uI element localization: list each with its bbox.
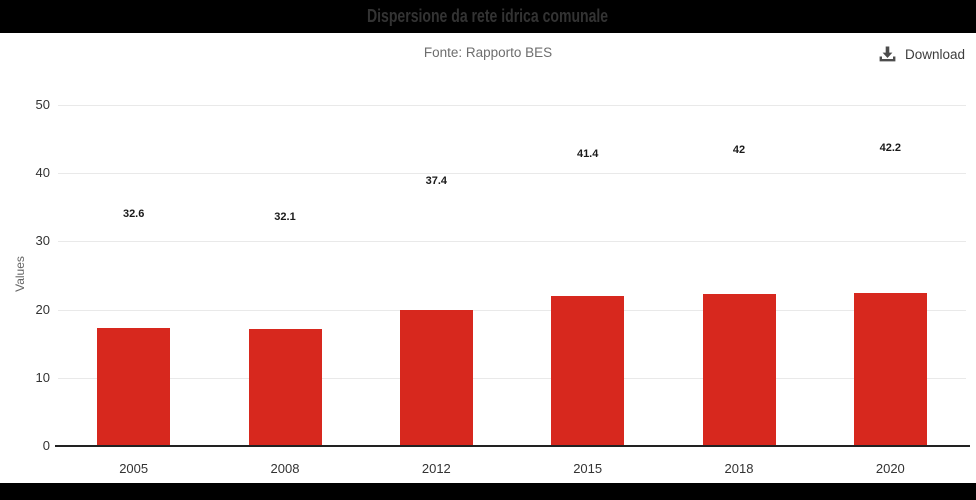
chart-title: Dispersione da rete idrica comunale <box>367 6 609 26</box>
x-tick-label-2015: 2015 <box>573 461 603 476</box>
bar-2012[interactable] <box>399 310 473 445</box>
y-tick-label-50: 50 <box>35 97 50 112</box>
y-tick-label-0: 0 <box>42 438 50 453</box>
x-tick-label-2005: 2005 <box>119 461 149 476</box>
y-tick-label-40: 40 <box>35 165 50 181</box>
chart-subtitle: Fonte: Rapporto BES <box>423 45 553 60</box>
y-tick-label-10: 10 <box>35 369 50 385</box>
data-label-2015: 41.4 <box>576 147 599 160</box>
bar-2008[interactable] <box>248 329 322 445</box>
gridline-10 <box>58 377 966 379</box>
x-tick-label-2020: 2020 <box>875 461 905 476</box>
bar-2020[interactable] <box>853 293 927 445</box>
x-axis-line <box>55 445 970 447</box>
footer-bar <box>0 483 976 500</box>
download-label: Download <box>904 46 965 62</box>
bar-2018[interactable] <box>702 293 776 445</box>
gridline-30 <box>58 241 966 243</box>
gridline-50 <box>58 105 966 106</box>
download-button[interactable]: Download <box>878 42 965 66</box>
data-label-2005: 32.6 <box>122 207 145 220</box>
gridline-20 <box>58 309 966 311</box>
x-tick-label-2018: 2018 <box>724 461 754 476</box>
bar-2005[interactable] <box>97 327 171 445</box>
chart-title-bar: Dispersione da rete idrica comunale <box>0 0 976 33</box>
x-tick-label-2012: 2012 <box>421 461 451 476</box>
data-label-2012: 37.4 <box>425 174 448 187</box>
data-label-2018: 42 <box>732 143 746 156</box>
bar-2015[interactable] <box>551 295 625 445</box>
data-label-2008: 32.1 <box>274 211 296 224</box>
data-label-2020: 42.2 <box>879 142 902 155</box>
download-icon <box>878 45 897 64</box>
gridline-40 <box>58 173 966 175</box>
x-tick-label-2008: 2008 <box>270 461 300 476</box>
y-tick-label-20: 20 <box>35 301 50 317</box>
y-tick-label-30: 30 <box>35 233 50 249</box>
